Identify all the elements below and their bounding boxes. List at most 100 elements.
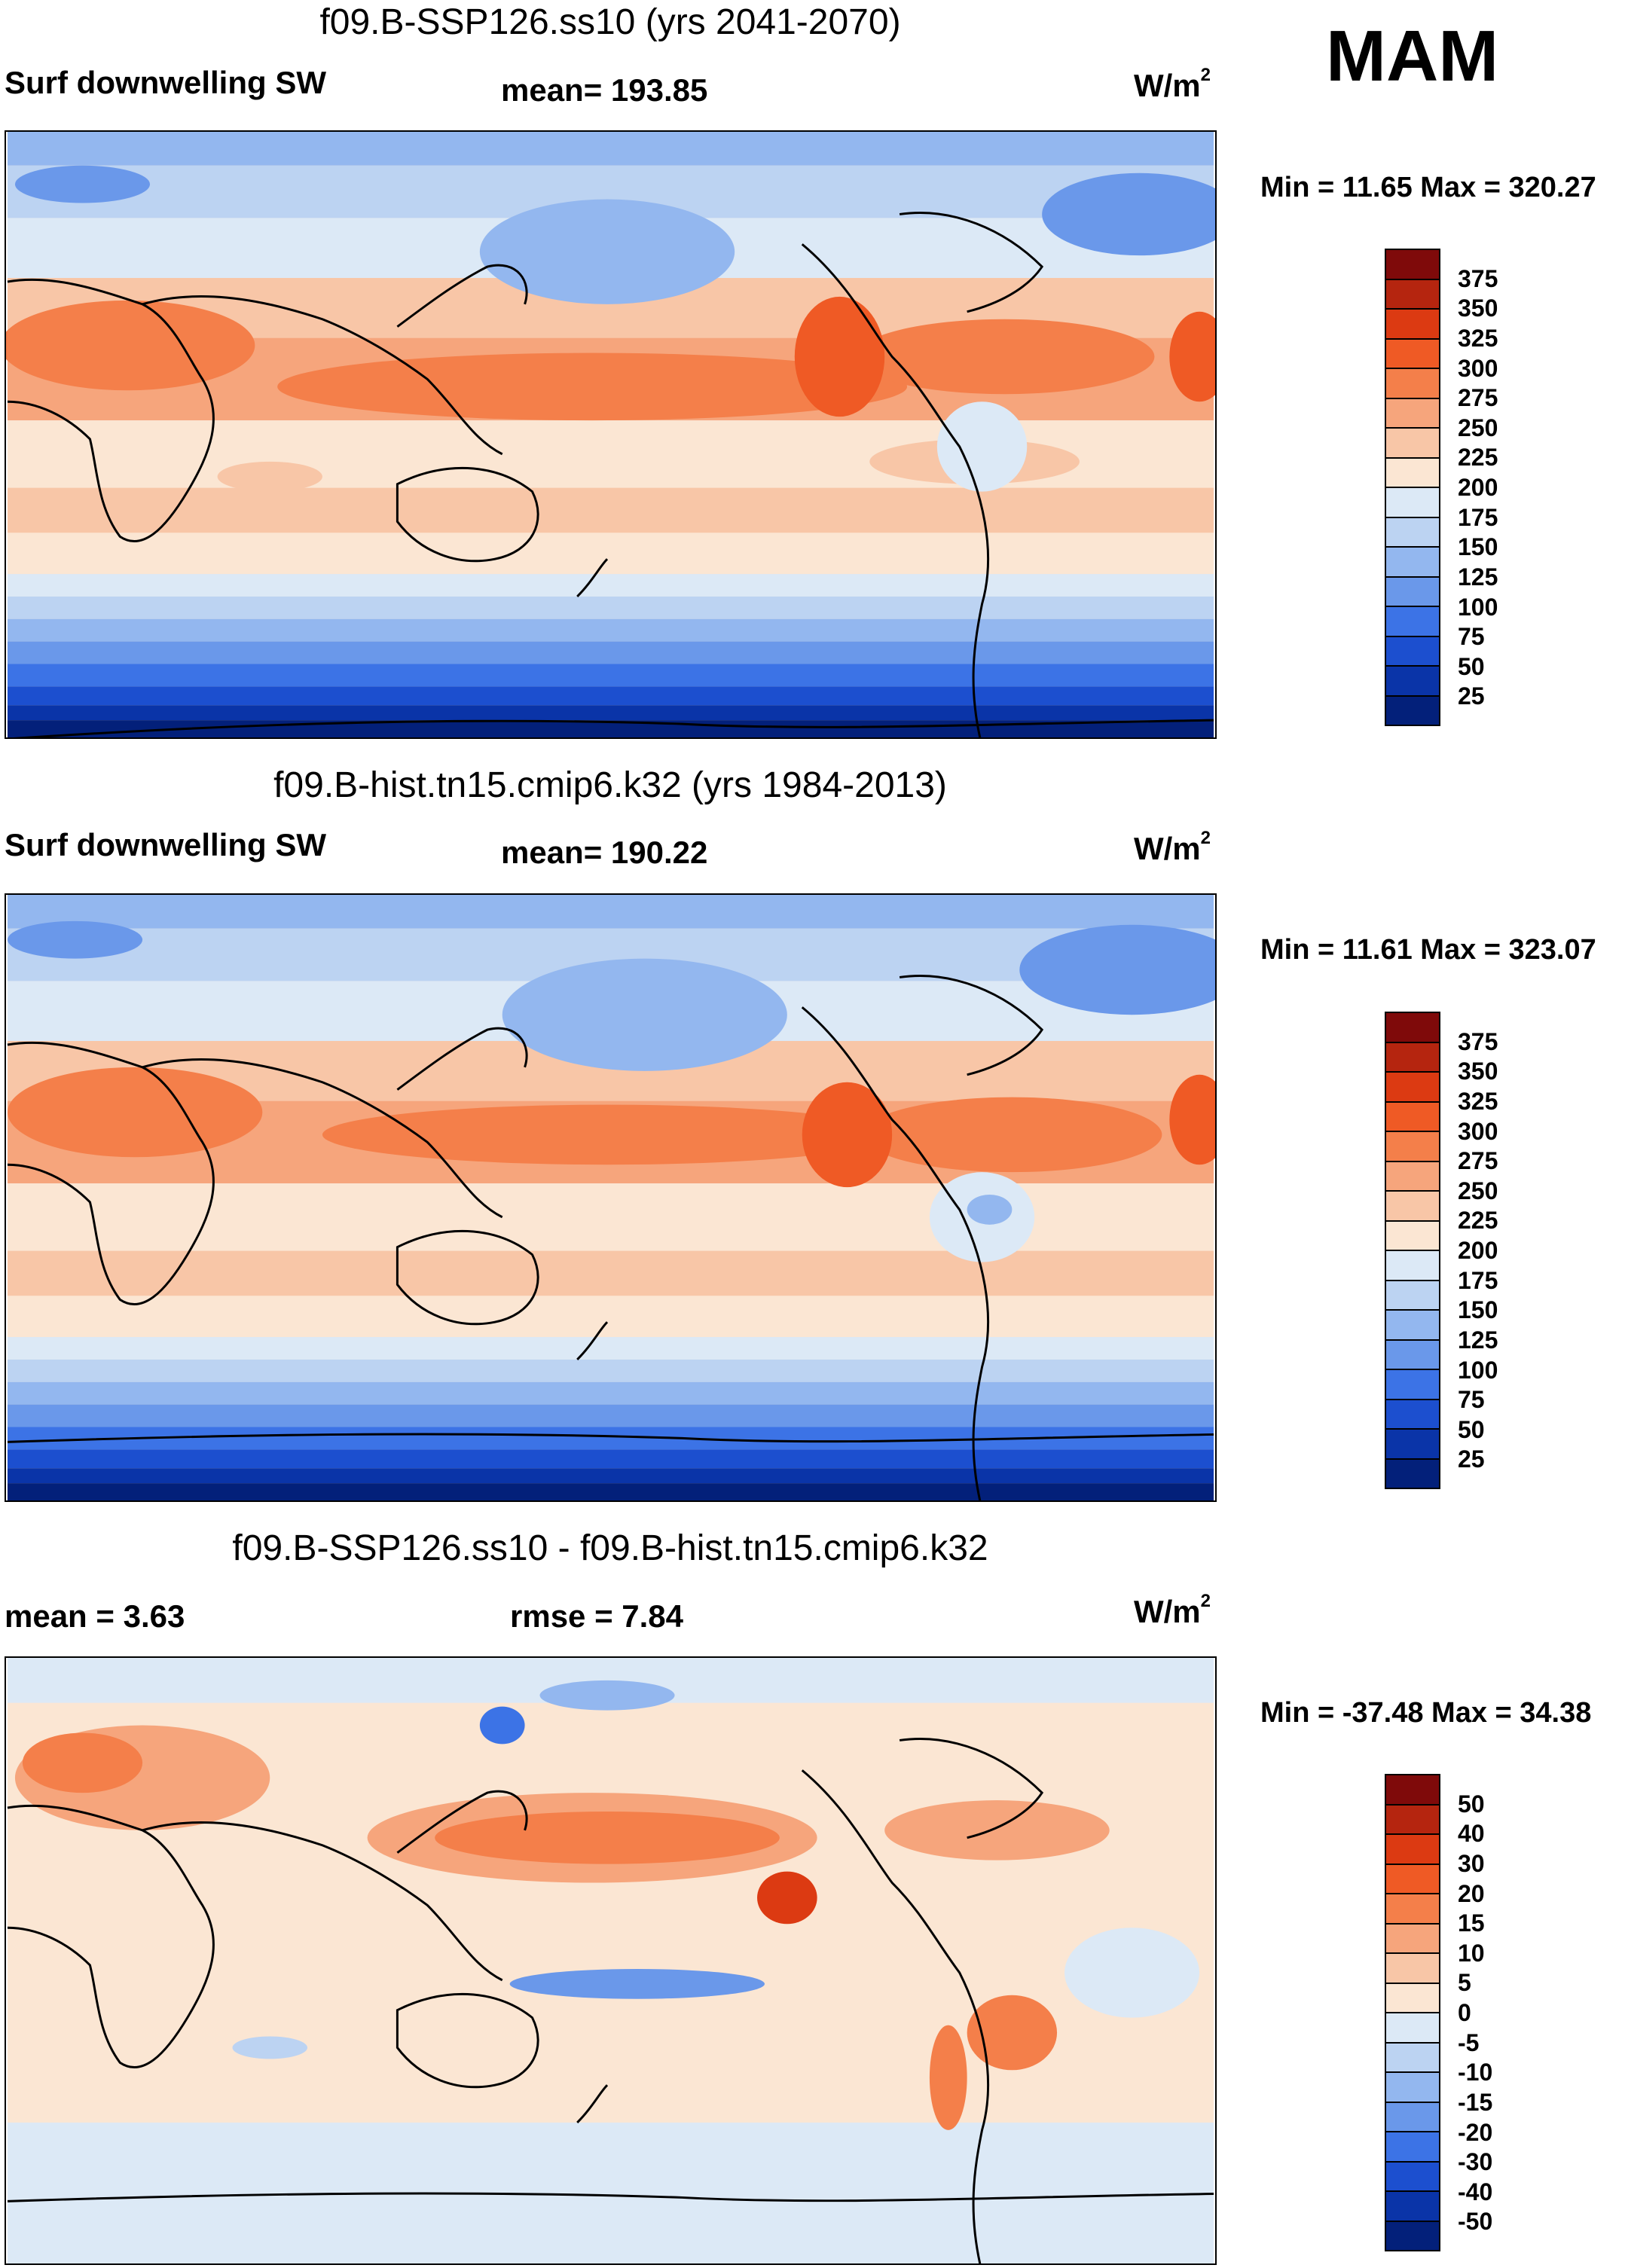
colorbar-tick-label: 200: [1458, 1237, 1498, 1264]
colorbar-swatch: [1386, 1983, 1439, 2013]
colorbar-tick-label: 100: [1458, 593, 1498, 621]
panel2-colorbar: [1385, 1012, 1440, 1489]
panel1-colorbar: [1385, 249, 1440, 726]
colorbar-tick-label: 250: [1458, 1177, 1498, 1204]
colorbar-swatch: [1386, 1013, 1439, 1043]
colorbar-swatch: [1386, 636, 1439, 667]
colorbar-swatch: [1386, 1340, 1439, 1370]
colorbar-tick-label: 375: [1458, 264, 1498, 292]
panel3-mean-label: mean = 3.63: [5, 1598, 185, 1634]
colorbar-swatch: [1386, 1370, 1439, 1400]
colorbar-tick-label: 125: [1458, 1326, 1498, 1354]
colorbar-swatch: [1386, 1161, 1439, 1192]
colorbar-tick-label: 5: [1458, 1969, 1471, 1997]
colorbar-tick-label: -40: [1458, 2178, 1493, 2205]
colorbar-tick-label: 75: [1458, 623, 1485, 651]
panel1-title: f09.B-SSP126.ss10 (yrs 2041-2070): [319, 2, 901, 42]
colorbar-tick-label: 250: [1458, 414, 1498, 441]
colorbar-tick-label: -15: [1458, 2088, 1493, 2116]
colorbar-tick-label: 275: [1458, 1147, 1498, 1175]
colorbar-swatch: [1386, 310, 1439, 340]
colorbar-swatch: [1386, 548, 1439, 578]
colorbar-tick-label: 125: [1458, 563, 1498, 591]
colorbar-swatch: [1386, 1459, 1439, 1488]
colorbar-tick-label: -5: [1458, 2028, 1480, 2056]
colorbar-tick-label: -30: [1458, 2148, 1493, 2176]
colorbar-swatch: [1386, 2073, 1439, 2103]
colorbar-swatch: [1386, 2162, 1439, 2192]
season-label: MAM: [1326, 16, 1499, 96]
colorbar-tick-label: -50: [1458, 2208, 1493, 2236]
colorbar-tick-label: 350: [1458, 295, 1498, 322]
panel2-title: f09.B-hist.tn15.cmip6.k32 (yrs 1984-2013…: [273, 765, 947, 805]
colorbar-swatch: [1386, 1894, 1439, 1925]
colorbar-tick-label: 0: [1458, 1999, 1471, 2026]
panel3-colorbar: [1385, 1774, 1440, 2251]
colorbar-swatch: [1386, 250, 1439, 280]
colorbar-tick-label: 300: [1458, 354, 1498, 382]
colorbar-swatch: [1386, 369, 1439, 399]
panel2-mean-label: mean= 190.22: [501, 835, 708, 870]
colorbar-swatch: [1386, 1192, 1439, 1222]
colorbar-swatch: [1386, 1073, 1439, 1103]
colorbar-tick-label: 350: [1458, 1058, 1498, 1085]
colorbar-swatch: [1386, 488, 1439, 518]
colorbar-swatch: [1386, 2192, 1439, 2222]
panel3-rmse-label: rmse = 7.84: [510, 1598, 684, 1634]
colorbar-tick-label: 50: [1458, 1790, 1485, 1818]
colorbar-tick-label: 50: [1458, 652, 1485, 680]
colorbar-swatch: [1386, 2013, 1439, 2044]
colorbar-swatch: [1386, 2102, 1439, 2132]
colorbar-swatch: [1386, 517, 1439, 548]
colorbar-tick-label: 10: [1458, 1939, 1485, 1967]
colorbar-swatch: [1386, 667, 1439, 697]
colorbar-swatch: [1386, 1042, 1439, 1073]
panel2-minmax: Min = 11.61 Max = 323.07: [1260, 934, 1596, 966]
colorbar-swatch: [1386, 1924, 1439, 1954]
colorbar-tick-label: 40: [1458, 1820, 1485, 1848]
panel2-colorbar-ticks: 375 350 325 300 275 250 225 200 175 150 125 100 75 50…: [1458, 1012, 1548, 1489]
colorbar-tick-label: 25: [1458, 682, 1485, 710]
colorbar-tick-label: 150: [1458, 1296, 1498, 1324]
colorbar-tick-label: 50: [1458, 1415, 1485, 1443]
colorbar-swatch: [1386, 1281, 1439, 1311]
colorbar-tick-label: 175: [1458, 1266, 1498, 1294]
panel3-colorbar-ticks: 50 40 30 20 15 10 5 0 -5 -10 -15 -20 -30 -40 -50: [1458, 1774, 1548, 2251]
colorbar-swatch: [1386, 696, 1439, 725]
panel2-units: W/m2: [1134, 828, 1211, 866]
panel1-mean-label: mean= 193.85: [501, 72, 708, 108]
colorbar-swatch: [1386, 1102, 1439, 1132]
colorbar-swatch: [1386, 2132, 1439, 2163]
colorbar-tick-label: 325: [1458, 324, 1498, 352]
colorbar-swatch: [1386, 1132, 1439, 1162]
panel1-variable-label: Surf downwelling SW: [5, 65, 326, 100]
colorbar-swatch: [1386, 1835, 1439, 1865]
colorbar-swatch: [1386, 1864, 1439, 1894]
colorbar-swatch: [1386, 1400, 1439, 1430]
panel2-map: [5, 893, 1217, 1502]
colorbar-swatch: [1386, 1311, 1439, 1341]
colorbar-swatch: [1386, 458, 1439, 488]
colorbar-swatch: [1386, 1805, 1439, 1835]
colorbar-swatch: [1386, 2221, 1439, 2250]
colorbar-swatch: [1386, 279, 1439, 310]
colorbar-swatch: [1386, 1251, 1439, 1281]
colorbar-tick-label: 175: [1458, 503, 1498, 531]
panel2-variable-label: Surf downwelling SW: [5, 827, 326, 862]
colorbar-tick-label: -20: [1458, 2118, 1493, 2146]
colorbar-tick-label: 30: [1458, 1849, 1485, 1877]
panel3-map: [5, 1656, 1217, 2265]
colorbar-tick-label: 225: [1458, 444, 1498, 472]
colorbar-tick-label: 300: [1458, 1117, 1498, 1145]
colorbar-swatch: [1386, 2043, 1439, 2073]
colorbar-swatch: [1386, 1775, 1439, 1806]
colorbar-tick-label: 20: [1458, 1879, 1485, 1907]
colorbar-tick-label: 15: [1458, 1909, 1485, 1937]
colorbar-tick-label: 225: [1458, 1207, 1498, 1235]
panel1-colorbar-ticks: 375 350 325 300 275 250 225 200 175 150 125 100 75 50…: [1458, 249, 1548, 726]
colorbar-swatch: [1386, 577, 1439, 607]
colorbar-tick-label: 275: [1458, 384, 1498, 412]
colorbar-swatch: [1386, 339, 1439, 369]
colorbar-tick-label: 375: [1458, 1027, 1498, 1055]
colorbar-tick-label: 25: [1458, 1445, 1485, 1473]
